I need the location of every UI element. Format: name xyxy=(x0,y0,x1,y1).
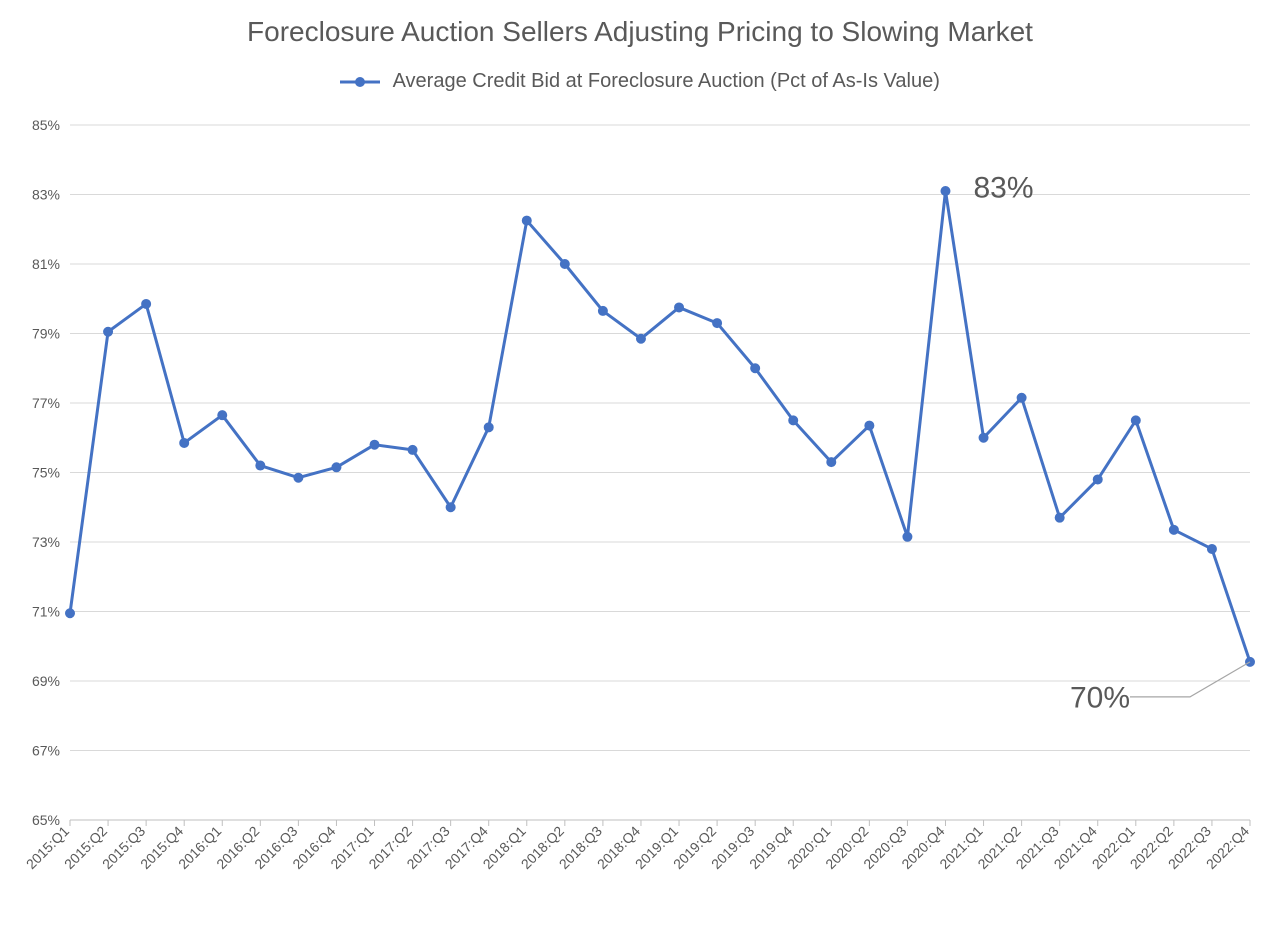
series-marker xyxy=(446,503,455,512)
series-marker xyxy=(218,411,227,420)
y-tick-label: 77% xyxy=(32,395,60,411)
series-line xyxy=(70,191,1250,662)
series-marker xyxy=(142,299,151,308)
series-marker xyxy=(332,463,341,472)
y-tick-label: 67% xyxy=(32,743,60,759)
y-tick-label: 69% xyxy=(32,673,60,689)
series-marker xyxy=(941,187,950,196)
series-marker xyxy=(560,260,569,269)
series-marker xyxy=(903,532,912,541)
y-tick-label: 73% xyxy=(32,534,60,550)
series-marker xyxy=(713,319,722,328)
series-marker xyxy=(408,445,417,454)
series-marker xyxy=(1131,416,1140,425)
y-tick-label: 85% xyxy=(32,117,60,133)
annotation-label: 70% xyxy=(1070,681,1130,714)
series-marker xyxy=(1207,544,1216,553)
y-tick-label: 83% xyxy=(32,187,60,203)
series-marker xyxy=(294,473,303,482)
series-marker xyxy=(1169,525,1178,534)
series-marker xyxy=(66,609,75,618)
series-marker xyxy=(751,364,760,373)
chart-container: Foreclosure Auction Sellers Adjusting Pr… xyxy=(0,0,1280,928)
series-marker xyxy=(484,423,493,432)
series-marker xyxy=(1093,475,1102,484)
y-tick-label: 71% xyxy=(32,604,60,620)
series-marker xyxy=(180,438,189,447)
series-marker xyxy=(979,433,988,442)
y-tick-label: 65% xyxy=(32,812,60,828)
annotation-leader xyxy=(1130,662,1250,697)
series-marker xyxy=(636,334,645,343)
series-marker xyxy=(675,303,684,312)
series-marker xyxy=(256,461,265,470)
chart-plot: 65%67%69%71%73%75%77%79%81%83%85%2015:Q1… xyxy=(0,0,1280,928)
series-marker xyxy=(104,327,113,336)
annotation-label: 83% xyxy=(973,172,1033,205)
series-marker xyxy=(865,421,874,430)
series-marker xyxy=(522,216,531,225)
x-tick-label: 2022:Q4 xyxy=(1203,823,1252,872)
y-tick-label: 75% xyxy=(32,465,60,481)
series-marker xyxy=(827,458,836,467)
series-marker xyxy=(370,440,379,449)
series-marker xyxy=(1017,393,1026,402)
series-marker xyxy=(1055,513,1064,522)
y-tick-label: 81% xyxy=(32,256,60,272)
y-tick-label: 79% xyxy=(32,326,60,342)
series-marker xyxy=(598,306,607,315)
series-marker xyxy=(789,416,798,425)
